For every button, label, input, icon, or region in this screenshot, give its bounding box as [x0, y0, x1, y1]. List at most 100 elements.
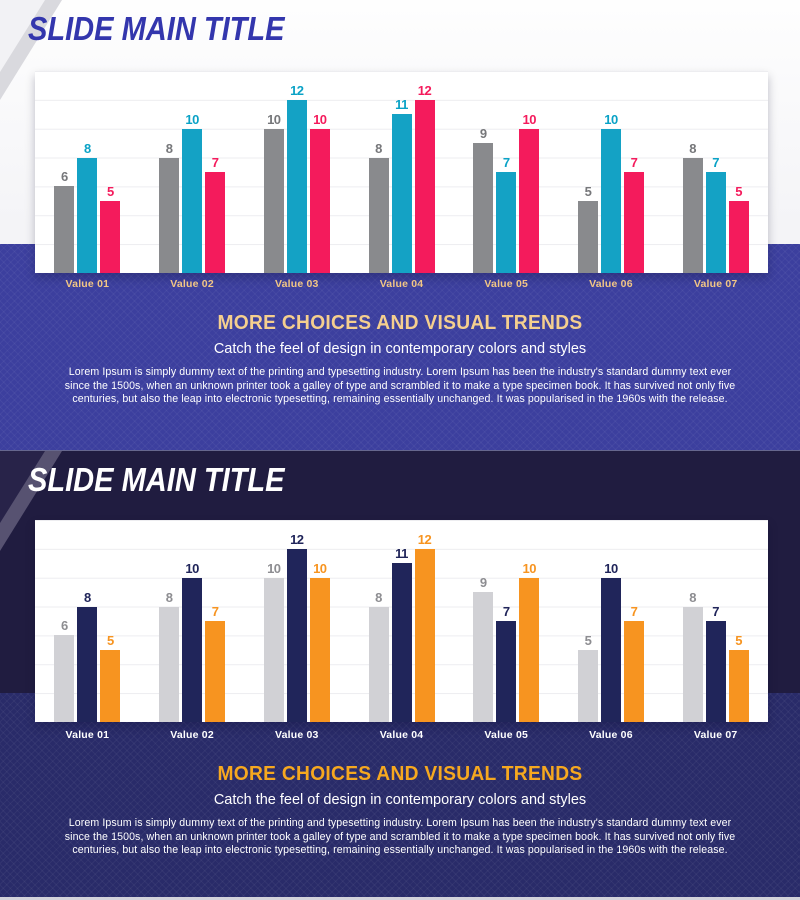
bar-value-label: 10 — [185, 560, 199, 576]
bar-cell: 5 — [728, 71, 749, 273]
bar-cell: 5 — [728, 520, 749, 722]
bar — [54, 186, 75, 273]
bar-value-label: 7 — [211, 604, 219, 619]
bar-cell: 11 — [391, 71, 412, 273]
bar-cell: 12 — [286, 71, 307, 273]
bar — [391, 563, 412, 722]
bar-group: 9 7 10 — [454, 520, 559, 722]
bar — [705, 172, 726, 273]
bar — [519, 128, 540, 273]
bar — [577, 649, 598, 722]
bar — [368, 157, 389, 273]
bar-value-label: 8 — [165, 589, 173, 605]
bar — [309, 128, 330, 273]
category-label-row: Value 01 Value 02 Value 03 Value 04 Value 05… — [35, 278, 768, 290]
bar-chart-panel: 6 8 5 8 10 7 10 12 10 8 11 12 9 7 10 5 10 7 8 7 5 — [35, 520, 768, 722]
bar-group: 8 10 7 — [140, 71, 245, 273]
bottom-edge-strip — [0, 897, 800, 900]
bar-cell: 9 — [473, 520, 494, 722]
category-label: Value 03 — [274, 278, 319, 290]
bar-cell: 10 — [309, 71, 330, 273]
bar-value-label: 10 — [604, 560, 618, 576]
bar-value-label: 8 — [83, 140, 91, 156]
bar-group: 8 11 12 — [349, 71, 454, 273]
bar-value-label: 9 — [479, 126, 487, 142]
bar-cell: 10 — [182, 71, 203, 273]
bar — [286, 548, 307, 722]
bar — [54, 635, 75, 722]
bar-group: 8 10 7 — [140, 520, 245, 722]
bar-chart: 6 8 5 8 10 7 10 12 10 8 11 12 9 7 10 5 10 7 8 7 5 — [35, 520, 768, 722]
bar-cell: 12 — [414, 520, 435, 722]
bar — [682, 157, 703, 273]
bar-cell: 10 — [309, 520, 330, 722]
bar-value-label: 12 — [290, 82, 304, 98]
bar — [205, 621, 226, 722]
accent-band — [0, 693, 800, 900]
bar-value-label: 8 — [83, 589, 91, 605]
bar-value-label: 7 — [712, 604, 720, 619]
bar-value-label: 8 — [165, 140, 173, 156]
slide-dark: SLIDE MAIN TITLE 6 8 5 8 10 7 10 12 10 8 11 12 9 7 10 5… — [0, 450, 800, 900]
bar-value-label: 10 — [522, 111, 537, 127]
bar — [182, 128, 203, 273]
bar-value-label: 8 — [689, 589, 697, 605]
bar — [682, 606, 703, 722]
bar — [77, 606, 98, 722]
bar-cell: 7 — [705, 71, 726, 273]
bar — [391, 114, 412, 273]
bar-value-label: 8 — [375, 140, 382, 156]
bar-value-label: 7 — [502, 155, 510, 170]
bar — [77, 157, 98, 273]
bar-value-label: 12 — [417, 82, 432, 98]
bar — [414, 548, 435, 722]
bar-cell: 7 — [705, 520, 726, 722]
bar-group: 9 7 10 — [454, 71, 559, 273]
bar-cell: 11 — [391, 520, 412, 722]
category-label: Value 06 — [589, 278, 633, 290]
bar-cell: 10 — [263, 71, 284, 273]
bar-cell: 8 — [77, 520, 98, 722]
section-subtitle: Catch the feel of design in contemporary… — [213, 341, 587, 357]
category-label: Value 07 — [693, 729, 738, 741]
slide-title: SLIDE MAIN TITLE — [28, 10, 285, 47]
bar-value-label: 7 — [630, 155, 638, 170]
category-label: Value 05 — [484, 278, 529, 290]
bar — [205, 172, 226, 273]
bar-value-label: 7 — [502, 604, 510, 619]
bar — [623, 621, 644, 722]
bar-value-label: 9 — [479, 575, 487, 591]
bar-value-label: 5 — [735, 632, 743, 648]
category-label: Value 06 — [589, 729, 633, 741]
bar-value-label: 7 — [630, 604, 638, 619]
category-label: Value 01 — [65, 278, 110, 290]
bar-chart: 6 8 5 8 10 7 10 12 10 8 11 12 9 7 10 5 10 7 8 7 5 — [35, 71, 768, 273]
category-label: Value 02 — [170, 729, 214, 741]
bar — [600, 128, 621, 273]
bar-cell: 10 — [600, 71, 621, 273]
slide-light: SLIDE MAIN TITLE 6 8 5 8 10 7 10 12 10 8 11 12 9 7 10 5… — [0, 0, 800, 450]
section-heading: MORE CHOICES AND VISUAL TRENDS — [217, 312, 583, 334]
bar — [623, 172, 644, 273]
category-label: Value 04 — [379, 729, 424, 741]
bar-cell: 7 — [496, 71, 517, 273]
bar-value-label: 5 — [584, 632, 592, 648]
section-subtitle: Catch the feel of design in contemporary… — [213, 792, 587, 808]
bar — [519, 577, 540, 722]
bar-value-label: 5 — [106, 632, 114, 648]
bar-cell: 5 — [100, 71, 121, 273]
bar-cell: 12 — [286, 520, 307, 722]
bar-cell: 8 — [159, 520, 180, 722]
bar — [100, 649, 121, 722]
bar-value-label: 5 — [735, 183, 743, 199]
slide-title: SLIDE MAIN TITLE — [28, 461, 285, 498]
bar-group: 10 12 10 — [244, 71, 349, 273]
bar-cell: 10 — [519, 520, 540, 722]
bar-group: 5 10 7 — [559, 71, 664, 273]
bar — [473, 592, 494, 722]
bar-value-label: 7 — [211, 155, 219, 170]
bar — [368, 606, 389, 722]
